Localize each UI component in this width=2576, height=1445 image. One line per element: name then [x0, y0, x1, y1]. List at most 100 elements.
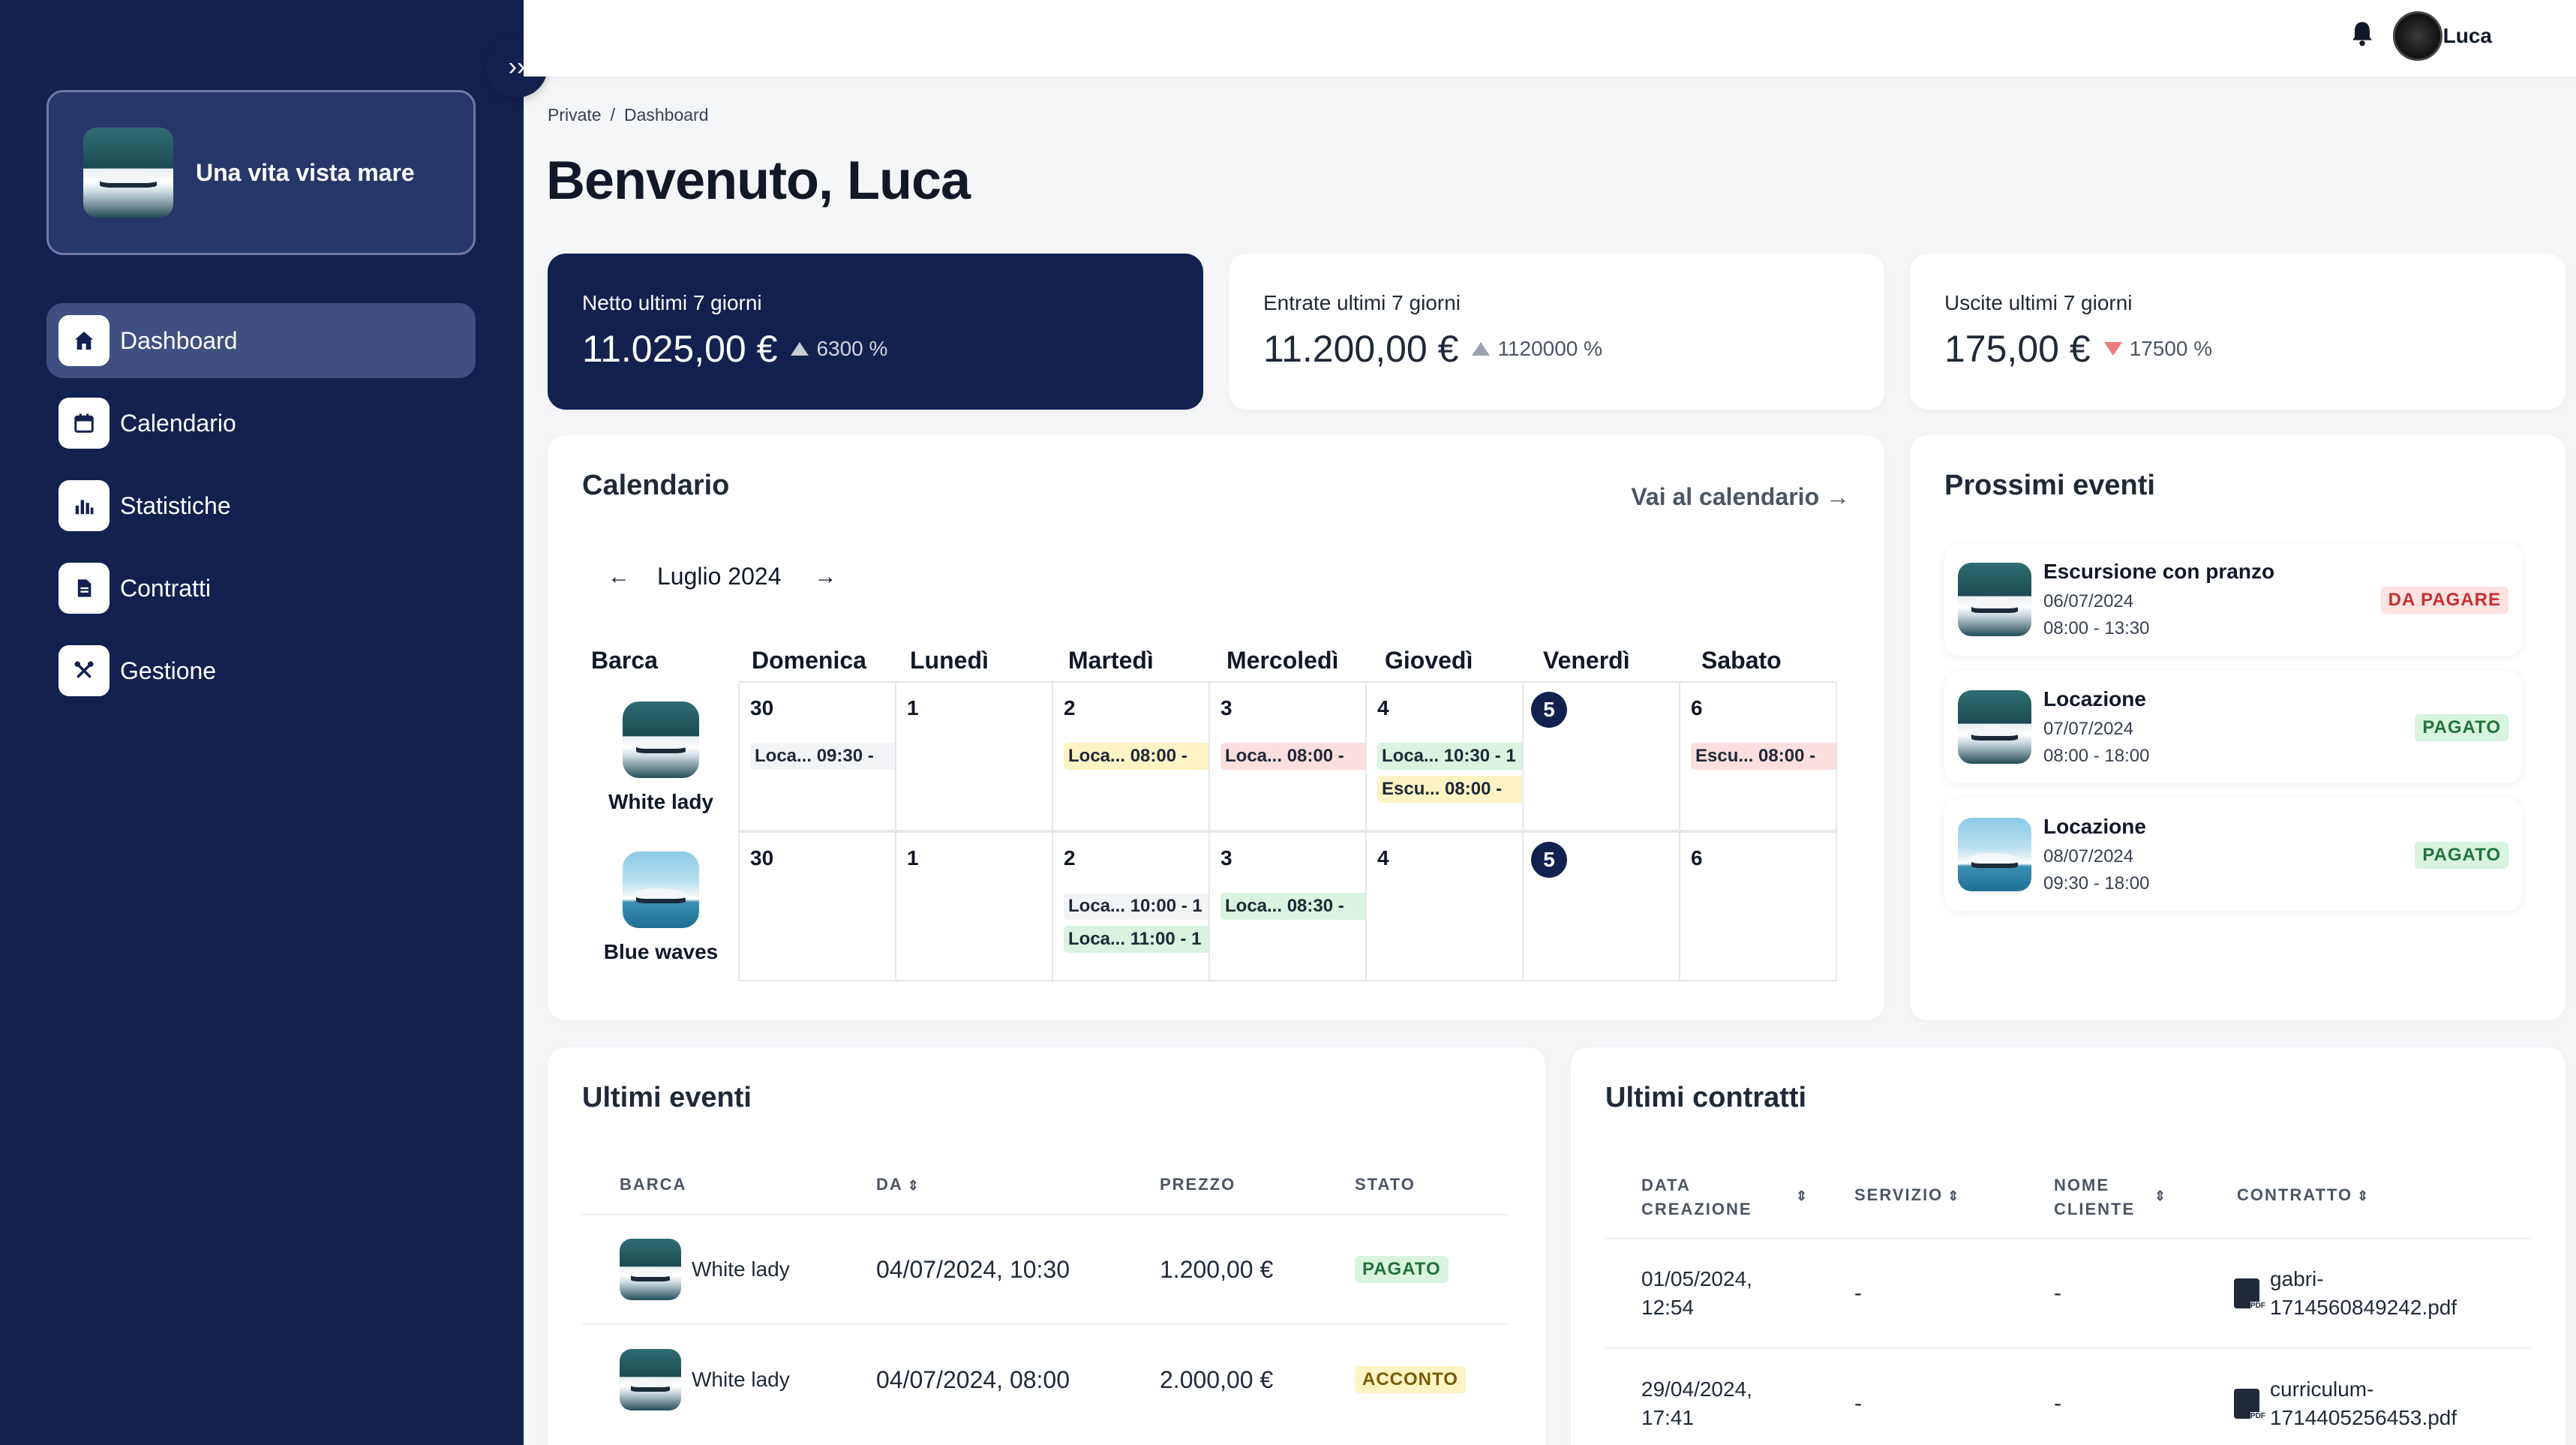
column-header-label: NOME	[2054, 1176, 2109, 1194]
column-header-contratto[interactable]: CONTRATTO ⇕	[2237, 1185, 2370, 1205]
upcoming-event[interactable]: Locazione 08/07/2024 09:30 - 18:00 PAGAT…	[1944, 798, 2522, 911]
day-cell[interactable]: 6 Escu... 08:00 -	[1679, 681, 1837, 831]
boat-cell: White lady	[582, 683, 740, 833]
day-cell[interactable]: 30	[738, 831, 896, 981]
calendar-event[interactable]: Loca... 08:00 -	[1064, 743, 1208, 770]
day-cell[interactable]: 3 Loca... 08:00 -	[1208, 681, 1367, 831]
table-row[interactable]: 29/04/2024, 17:41 - - curriculum- 17144052…	[1605, 1349, 2531, 1445]
avatar[interactable]	[2393, 11, 2442, 61]
stat-card-netto: Netto ultimi 7 giorni 11.025,00 € 6300 %	[548, 254, 1203, 410]
day-number: 1	[907, 846, 919, 870]
divider	[582, 1214, 1509, 1215]
stat-trend-value: 6300 %	[816, 337, 888, 360]
page-title: Benvenuto, Luca	[546, 151, 971, 211]
event-title: Locazione	[2043, 687, 2146, 710]
stat-label: Netto ultimi 7 giorni	[582, 291, 762, 314]
day-cell[interactable]: 4 Loca... 10:30 - 1 Escu... 08:00 -	[1365, 681, 1524, 831]
column-header-data-creazione[interactable]: DATA CREAZIONE ⇕	[1641, 1173, 1807, 1221]
calendar-event[interactable]: Loca... 09:30 -	[750, 743, 895, 770]
breadcrumb: Private / Dashboard	[548, 105, 709, 125]
sidebar-item-calendario[interactable]: Calendario	[47, 386, 476, 461]
status-badge: PAGATO	[2415, 714, 2508, 741]
column-header-servizio[interactable]: SERVIZIO ⇕	[1854, 1185, 1960, 1205]
arrow-right-icon[interactable]: →	[814, 563, 837, 589]
bell-icon[interactable]	[2349, 20, 2375, 56]
sort-icon: ⇕	[1947, 1188, 1961, 1203]
arrow-left-icon[interactable]: ←	[608, 563, 630, 589]
event-time: 08:00 - 18:00	[2043, 746, 2150, 766]
breadcrumb-root[interactable]: Private	[548, 105, 602, 125]
contract-file-line: curriculum-	[2270, 1377, 2374, 1401]
column-header: Mercoledì	[1226, 646, 1339, 674]
calendar-event[interactable]: Loca... 08:30 -	[1220, 893, 1365, 920]
day-number: 30	[750, 696, 774, 719]
column-header-label: DA	[876, 1175, 903, 1194]
service: -	[1854, 1281, 1862, 1305]
stat-value: 11.200,00 €	[1263, 328, 1459, 370]
boat-image	[1958, 690, 2031, 764]
calendar-link[interactable]: Vai al calendario →	[1631, 483, 1850, 511]
column-header: Martedì	[1068, 646, 1154, 674]
sidebar-item-statistiche[interactable]: Statistiche	[47, 468, 476, 543]
calendar-event[interactable]: Escu... 08:00 -	[1377, 776, 1522, 803]
day-cell[interactable]: 2 Loca... 10:00 - 1 Loca... 11:00 - 1	[1052, 831, 1210, 981]
chevrons-right-icon: ››	[508, 52, 526, 81]
day-cell[interactable]: 30 Loca... 09:30 -	[738, 681, 896, 831]
day-cell[interactable]: 5	[1522, 681, 1680, 831]
table-row[interactable]: White lady 04/07/2024, 08:00 2.000,00 € …	[582, 1325, 1509, 1434]
creation-date-line: 12:54	[1641, 1296, 1695, 1319]
day-cell[interactable]: 1	[895, 681, 1053, 831]
creation-date-line: 29/04/2024,	[1641, 1377, 1752, 1401]
day-cell[interactable]: 2 Loca... 08:00 -	[1052, 681, 1210, 831]
column-header: Giovedì	[1385, 646, 1473, 674]
day-cell[interactable]: 6	[1679, 831, 1837, 981]
calendar-grid: Barca Domenica Lunedì Martedì Mercoledì …	[582, 638, 1848, 983]
column-header-label: CONTRATTO	[2237, 1185, 2353, 1204]
sidebar-item-gestione[interactable]: Gestione	[47, 633, 476, 708]
sidebar-item-contratti[interactable]: Contratti	[47, 551, 476, 626]
sidebar-item-label: Statistiche	[120, 491, 231, 519]
calendar-event[interactable]: Loca... 08:00 -	[1220, 743, 1365, 770]
day-cell[interactable]: 5	[1522, 831, 1680, 981]
month-label: Luglio 2024	[657, 563, 782, 590]
trend-up-icon	[1472, 342, 1491, 356]
trend-up-icon	[791, 342, 809, 356]
creation-date: 01/05/2024, 12:54	[1641, 1265, 1854, 1322]
table-row[interactable]: White lady 04/07/2024, 10:30 1.200,00 € …	[582, 1215, 1509, 1325]
day-cell[interactable]: 1	[895, 831, 1053, 981]
event-date: 04/07/2024, 08:00	[876, 1365, 1070, 1393]
contract-file-line: 1714405256453.pdf	[2270, 1406, 2457, 1429]
sort-icon: ⇕	[907, 1178, 920, 1193]
user-name[interactable]: Luca	[2442, 24, 2492, 47]
contract-file-line: gabri-	[2270, 1267, 2324, 1290]
calendar-event[interactable]: Loca... 10:30 - 1	[1377, 743, 1522, 770]
status-badge: PAGATO	[1355, 1256, 1449, 1283]
column-header-label: CLIENTE	[2054, 1200, 2136, 1218]
stat-trend: 6300 %	[791, 337, 887, 361]
calendar-icon	[59, 398, 110, 449]
calendar-event[interactable]: Escu... 08:00 -	[1691, 743, 1836, 770]
stat-trend: 1120000 %	[1472, 337, 1602, 361]
contract-file[interactable]: curriculum- 1714405256453.pdf	[2270, 1375, 2457, 1432]
brand-card[interactable]: Una vita vista mare	[47, 90, 476, 255]
upcoming-event[interactable]: Escursione con pranzo 06/07/2024 08:00 -…	[1944, 543, 2522, 656]
column-header: Sabato	[1701, 646, 1782, 674]
table-row[interactable]: 01/05/2024, 12:54 - - gabri- 1714560849242…	[1605, 1239, 2531, 1349]
stat-card-uscite: Uscite ultimi 7 giorni 175,00 € 17500 %	[1910, 254, 2565, 410]
contract-file[interactable]: gabri- 1714560849242.pdf	[2270, 1265, 2457, 1322]
document-icon	[59, 563, 110, 614]
column-header-da[interactable]: DA ⇕	[876, 1175, 920, 1194]
upcoming-event[interactable]: Locazione 07/07/2024 08:00 - 18:00 PAGAT…	[1944, 671, 2522, 783]
sidebar-item-dashboard[interactable]: Dashboard	[47, 303, 476, 378]
boat-image	[623, 701, 699, 778]
calendar-event[interactable]: Loca... 11:00 - 1	[1064, 926, 1208, 953]
column-header-nome-cliente[interactable]: NOME CLIENTE ⇕	[2054, 1173, 2166, 1221]
column-header: Barca	[591, 646, 658, 674]
upcoming-title: Prossimi eventi	[1944, 470, 2155, 501]
calendar-event[interactable]: Loca... 10:00 - 1	[1064, 893, 1208, 920]
day-cell[interactable]: 3 Loca... 08:30 -	[1208, 831, 1367, 981]
brand-name: Una vita vista mare	[196, 158, 415, 186]
day-cell[interactable]: 4	[1365, 831, 1524, 981]
column-header: Domenica	[752, 646, 866, 674]
contract-file-line: 1714560849242.pdf	[2270, 1296, 2457, 1319]
